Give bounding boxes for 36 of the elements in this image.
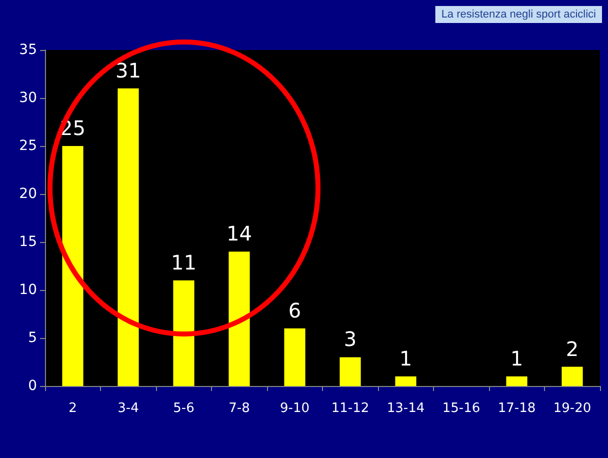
x-tick-label: 3-4 bbox=[118, 401, 139, 416]
x-tick-label: 5-6 bbox=[173, 401, 194, 416]
bar bbox=[118, 88, 139, 386]
x-tick-label: 17-18 bbox=[498, 401, 536, 416]
y-tick-label: 25 bbox=[19, 138, 37, 154]
data-label: 2 bbox=[566, 336, 579, 361]
chart-title: La resistenza negli sport aciclici bbox=[441, 8, 596, 20]
data-label: 3 bbox=[344, 327, 357, 352]
bar bbox=[173, 280, 194, 386]
y-tick-label: 30 bbox=[19, 90, 37, 106]
data-label: 6 bbox=[288, 298, 302, 322]
data-label: 1 bbox=[510, 346, 524, 370]
y-tick-label: 5 bbox=[28, 330, 37, 346]
x-tick-label: 2 bbox=[68, 401, 77, 416]
bar bbox=[284, 328, 306, 386]
data-label: 31 bbox=[116, 58, 141, 82]
x-tick-label: 15-16 bbox=[442, 401, 480, 416]
y-tick-label: 15 bbox=[19, 234, 37, 250]
bar bbox=[562, 366, 583, 386]
bar bbox=[62, 146, 84, 386]
bar bbox=[506, 376, 528, 386]
bar bbox=[228, 252, 250, 386]
data-label: 1 bbox=[399, 346, 412, 370]
x-tick-label: 19-20 bbox=[553, 401, 592, 416]
y-tick-label: 20 bbox=[19, 186, 37, 202]
y-tick-label: 0 bbox=[28, 378, 37, 394]
x-tick-label: 11-12 bbox=[331, 401, 370, 416]
x-tick-label: 13-14 bbox=[386, 401, 425, 416]
x-tick-label: 7-8 bbox=[228, 401, 250, 416]
x-tick-label: 9-10 bbox=[280, 401, 310, 416]
y-tick-label: 35 bbox=[19, 42, 37, 58]
y-tick-label: 10 bbox=[19, 282, 37, 298]
data-label: 11 bbox=[171, 250, 196, 274]
bar bbox=[340, 357, 361, 386]
bar bbox=[395, 376, 416, 386]
data-label: 14 bbox=[226, 222, 252, 246]
